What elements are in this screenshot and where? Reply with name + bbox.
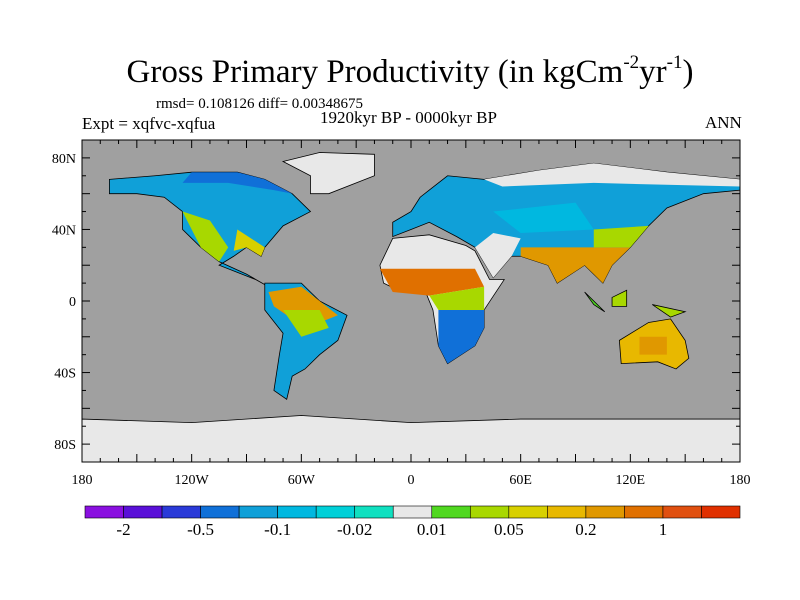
australia-center <box>639 336 667 355</box>
colorbar-label: 0.2 <box>575 520 597 539</box>
borneo <box>611 289 628 307</box>
north-america-west-green <box>182 211 229 262</box>
colorbar-box <box>84 505 124 519</box>
title-text: Gross Primary Productivity (in kgCm <box>126 54 624 90</box>
y-tick-label: 80N <box>52 152 76 167</box>
colorbar-box <box>624 505 664 519</box>
season-label: ANN <box>705 113 742 132</box>
x-tick-label: 60E <box>509 473 532 488</box>
colorbar-label: 0.01 <box>416 520 447 539</box>
amazon-green <box>283 309 329 337</box>
colorbar-label: -0.02 <box>336 520 373 539</box>
siberia-north <box>484 163 740 187</box>
x-tick-label: 120E <box>616 473 646 488</box>
y-tick-label: 80S <box>54 438 76 453</box>
title-unit: yr <box>639 54 667 90</box>
colorbar-box <box>392 505 433 519</box>
experiment-label: Expt = xqfvc-xqfua <box>82 114 216 133</box>
central-asia <box>493 202 594 234</box>
colorbar-box <box>662 505 702 519</box>
southern-africa <box>438 309 485 364</box>
x-tick-label: 180 <box>72 473 93 488</box>
x-tick-label: 180 <box>730 473 751 488</box>
colorbar-box <box>585 505 625 519</box>
colorbar-label: 0.05 <box>493 520 524 539</box>
y-tick-label: 40S <box>54 367 76 382</box>
sumatra <box>584 291 606 313</box>
colorbar-box <box>508 505 548 519</box>
colorbar-box <box>431 505 471 519</box>
colorbar-box <box>238 505 278 519</box>
canada-arctic <box>182 172 293 194</box>
middle-east-desert <box>474 233 521 278</box>
colorbar-label: -2 <box>116 520 131 539</box>
colorbar-label: -0.5 <box>187 520 215 539</box>
colorbar-box <box>200 505 240 519</box>
map-frame <box>81 139 741 463</box>
y-tick-label: 0 <box>69 295 76 310</box>
colorbar-box <box>701 505 741 519</box>
x-tick-label: 0 <box>408 473 415 488</box>
east-asia-green <box>593 225 649 248</box>
title-exponent-1: -2 <box>623 52 640 73</box>
colorbar-box <box>315 505 356 519</box>
colorbar-box <box>354 505 394 519</box>
sahel <box>379 268 485 296</box>
new-guinea <box>652 304 687 318</box>
colorbar-box <box>469 505 510 519</box>
x-tick-label: 60W <box>288 473 316 488</box>
y-tick-label: 40N <box>52 223 76 238</box>
colorbar-box <box>547 505 587 519</box>
central-africa <box>429 286 485 310</box>
greenland <box>281 152 375 195</box>
stats-text: rmsd= 0.108126 diff= 0.00348675 <box>156 96 364 112</box>
colorbar-box <box>277 505 317 519</box>
colorbar-label: 1 <box>658 520 668 539</box>
figure-title: Gross Primary Productivity (in kgCm-2yr-… <box>0 52 800 91</box>
colorbar-label: -0.1 <box>264 520 292 539</box>
colorbar-box <box>161 505 201 519</box>
north-america-east <box>233 229 265 257</box>
title-exponent-2: -1 <box>666 52 683 73</box>
south-asia <box>520 247 631 284</box>
colorbar-box <box>123 505 163 519</box>
land-layer <box>81 152 741 463</box>
period-label: 1920kyr BP - 0000kyr BP <box>320 108 497 127</box>
colorbar <box>84 505 741 519</box>
x-tick-label: 120W <box>175 473 210 488</box>
title-close: ) <box>682 54 694 90</box>
